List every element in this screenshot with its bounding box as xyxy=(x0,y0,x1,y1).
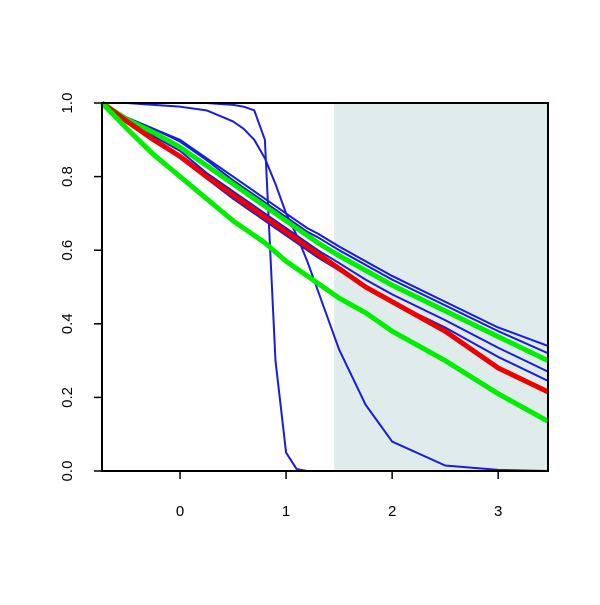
x-tick-label: 3 xyxy=(494,503,502,520)
y-tick-label: 1.0 xyxy=(59,93,76,114)
y-tick-label: 0.4 xyxy=(59,313,76,334)
y-tick-label: 0.0 xyxy=(59,461,76,482)
curve xyxy=(102,102,549,472)
x-tick-label: 0 xyxy=(176,503,184,520)
curve xyxy=(100,100,550,363)
curve xyxy=(101,102,549,347)
y-tick-label: 0.8 xyxy=(59,166,76,187)
x-tick-label: 1 xyxy=(282,503,290,520)
curve xyxy=(100,101,550,424)
y-tick-label: 0.6 xyxy=(59,240,76,261)
curve xyxy=(100,100,550,395)
curve xyxy=(101,102,549,355)
x-tick-label: 2 xyxy=(388,503,396,520)
y-tick-label: 0.2 xyxy=(59,387,76,408)
plot-frame xyxy=(101,102,549,472)
curve xyxy=(101,102,549,373)
